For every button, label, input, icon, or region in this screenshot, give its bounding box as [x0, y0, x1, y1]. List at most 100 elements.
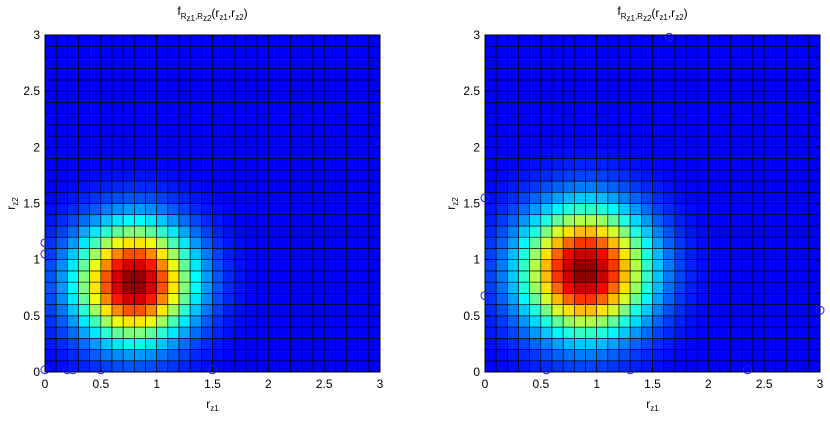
heatmap-cell	[607, 360, 620, 373]
heatmap-cell	[290, 203, 303, 216]
heatmap-cell	[357, 113, 370, 126]
heatmap-cell	[145, 57, 157, 70]
heatmap-cell	[212, 259, 224, 272]
heatmap-cell	[335, 180, 347, 193]
heatmap-cell	[618, 270, 631, 283]
heatmap-cell	[674, 124, 687, 137]
heatmap-cell	[708, 203, 720, 216]
heatmap-cell	[696, 45, 709, 58]
heatmap-cell	[134, 90, 146, 103]
heatmap-cell	[663, 124, 676, 137]
heatmap-cell	[629, 102, 642, 114]
heatmap-cell	[629, 304, 642, 317]
heatmap-cell	[696, 225, 709, 238]
heatmap-cell	[67, 191, 79, 204]
heatmap-cell	[484, 304, 497, 317]
heatmap-cell	[629, 180, 642, 193]
heatmap-cell	[585, 259, 597, 272]
heatmap-cell	[641, 349, 653, 362]
heatmap-cell	[786, 259, 798, 272]
heatmap-cell	[156, 158, 169, 171]
heatmap-cell	[201, 68, 213, 81]
heatmap-cell	[607, 304, 620, 317]
heatmap-cell	[685, 214, 698, 227]
heatmap-cell	[212, 147, 224, 159]
heatmap-cell	[629, 34, 642, 47]
heatmap-cell	[312, 124, 325, 137]
heatmap-cell	[301, 135, 314, 148]
heatmap-cell	[357, 270, 370, 283]
heatmap-cell	[335, 34, 347, 47]
heatmap-cell	[752, 203, 765, 216]
y-axis-label: rz2	[4, 197, 20, 210]
heatmap-cell	[122, 102, 135, 114]
heatmap-cell	[696, 113, 709, 126]
heatmap-cell	[346, 135, 358, 148]
heatmap-cell	[562, 315, 575, 328]
heatmap-cell	[507, 225, 519, 238]
heatmap-cell	[641, 90, 653, 103]
heatmap-cell	[629, 79, 642, 92]
heatmap-cell	[368, 191, 381, 204]
heatmap-cell	[495, 236, 508, 249]
heatmap-cell	[368, 203, 381, 216]
heatmap-cell	[145, 236, 157, 249]
heatmap-cell	[268, 124, 280, 137]
heatmap-cell	[368, 79, 381, 92]
heatmap-cell	[629, 248, 642, 260]
heatmap-cell	[357, 135, 370, 148]
heatmap-cell	[518, 304, 530, 317]
heatmap-cell	[641, 169, 653, 182]
heatmap-cell	[357, 158, 370, 171]
heatmap-cell	[786, 135, 798, 148]
heatmap-panel-2: 0 0.5 1 1.5 2 2.5 300.511.522.53rz1rz2fRz1,Rz2…	[444, 4, 825, 413]
heatmap-cell	[518, 34, 530, 47]
heatmap-cell	[212, 57, 224, 70]
heatmap-cell	[652, 124, 664, 137]
heatmap-cell	[663, 360, 676, 373]
heatmap-cell	[518, 45, 530, 58]
heatmap-cell	[290, 360, 303, 373]
heatmap-cell	[484, 135, 497, 148]
heatmap-cell	[607, 169, 620, 182]
heatmap-cell	[44, 135, 57, 148]
heatmap-cell	[290, 248, 303, 260]
heatmap-cell	[562, 304, 575, 317]
heatmap-cell	[301, 293, 314, 305]
heatmap-cell	[585, 158, 597, 171]
heatmap-cell	[484, 270, 497, 283]
heatmap-cell	[268, 337, 280, 350]
heatmap-cell	[167, 315, 180, 328]
heatmap-cell	[234, 102, 247, 114]
heatmap-cell	[596, 147, 609, 159]
heatmap-cell	[301, 45, 314, 58]
heatmap-cell	[775, 90, 787, 103]
heatmap-cell	[652, 90, 664, 103]
heatmap-cell	[484, 158, 497, 171]
heatmap-cell	[685, 337, 698, 350]
heatmap-cell	[301, 315, 314, 328]
heatmap-cell	[156, 135, 169, 148]
heatmap-cell	[268, 34, 280, 47]
heatmap-cell	[518, 79, 530, 92]
heatmap-cell	[323, 158, 336, 171]
heatmap-cell	[279, 236, 291, 249]
heatmap-cell	[78, 113, 90, 126]
heatmap-cell	[585, 270, 597, 283]
heatmap-cell	[78, 79, 90, 92]
heatmap-cell	[507, 124, 519, 137]
heatmap-cell	[301, 79, 314, 92]
heatmap-cell	[256, 270, 269, 283]
heatmap-cell	[797, 68, 810, 81]
heatmap-cell	[156, 90, 169, 103]
heatmap-cell	[652, 79, 664, 92]
heatmap-cell	[562, 124, 575, 137]
heatmap-cell	[607, 281, 620, 294]
heatmap-cell	[585, 34, 597, 47]
heatmap-cell	[44, 147, 57, 159]
heatmap-cell	[201, 90, 213, 103]
heatmap-cell	[618, 147, 631, 159]
heatmap-cell	[335, 169, 347, 182]
heatmap-cell	[808, 270, 821, 283]
heatmap-cell	[663, 326, 676, 339]
